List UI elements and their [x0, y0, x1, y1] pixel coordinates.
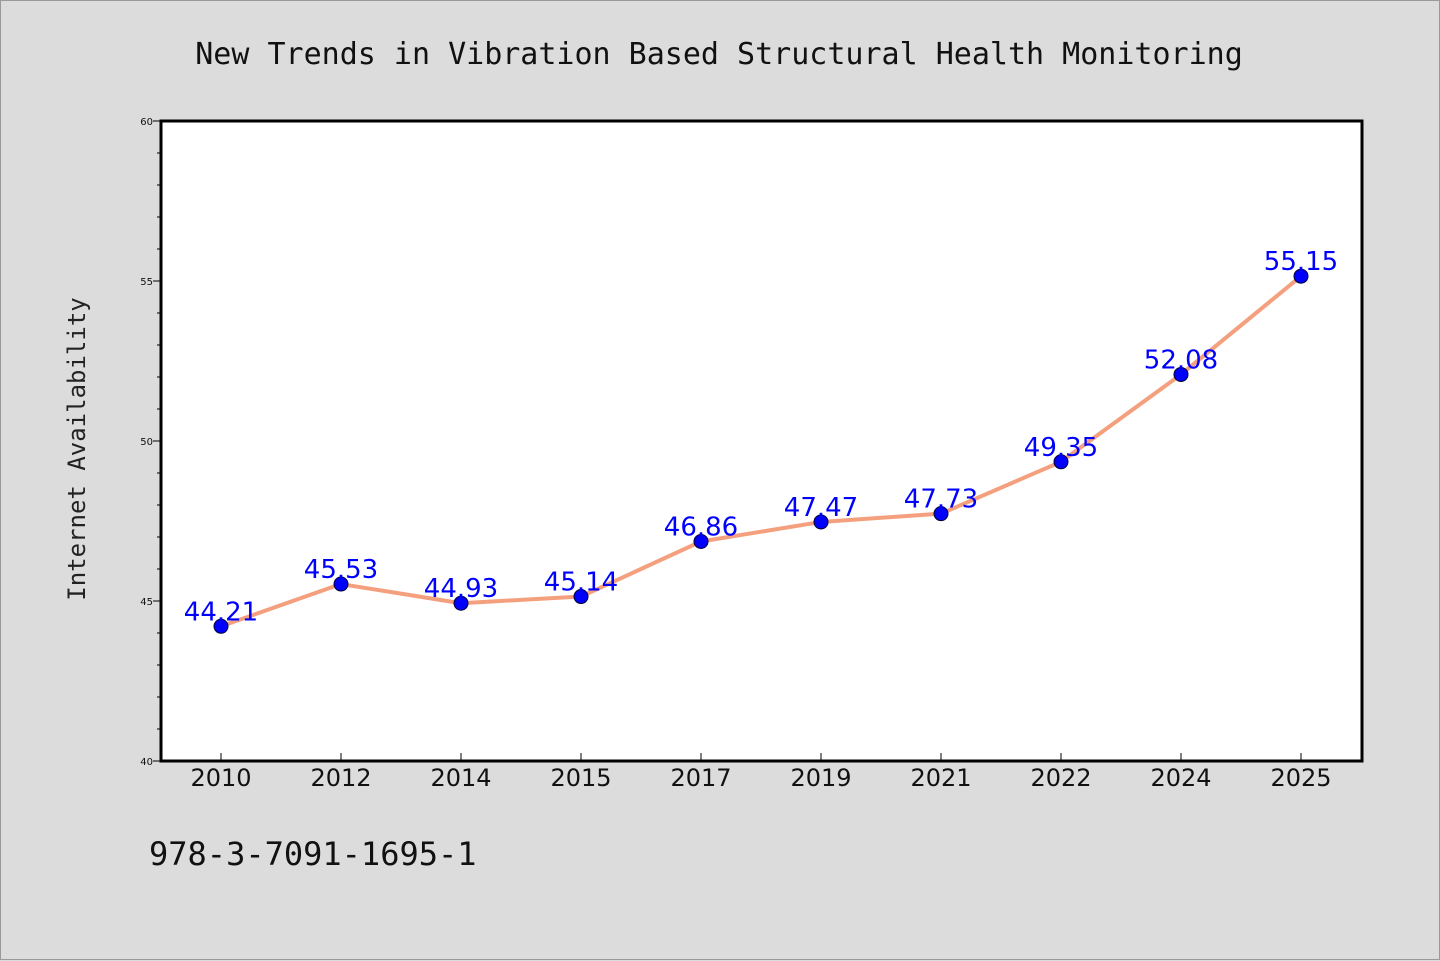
y-tick-label: 50 — [140, 437, 153, 448]
data-point — [573, 589, 589, 605]
data-point — [1053, 454, 1069, 470]
x-tick-label: 2021 — [910, 764, 971, 792]
data-label: 44.93 — [424, 574, 498, 604]
x-tick-label: 2024 — [1150, 764, 1211, 792]
data-point — [693, 533, 709, 549]
data-point — [1293, 268, 1309, 284]
x-tick-label: 2017 — [670, 764, 731, 792]
plot-area — [159, 119, 1364, 763]
series-layer: 44.21 45.53 44.93 45.14 46.86 47.47 47.73 49.35… — [184, 247, 1338, 634]
x-tick-label: 2019 — [790, 764, 851, 792]
x-tick-label: 2010 — [190, 764, 251, 792]
data-label: 52.08 — [1144, 345, 1218, 375]
data-point — [813, 514, 829, 530]
data-label: 47.73 — [904, 485, 978, 515]
data-label: 55.15 — [1264, 247, 1338, 277]
x-tick-label: 2015 — [550, 764, 611, 792]
data-label: 47.47 — [784, 493, 858, 523]
x-tick-label: 2025 — [1270, 764, 1331, 792]
y-tick-label: 60 — [140, 117, 153, 128]
data-point — [453, 595, 469, 611]
data-point — [333, 576, 349, 592]
data-point — [1173, 366, 1189, 382]
series-line — [219, 274, 1303, 629]
y-axis: 40 45 50 55 60 — [140, 117, 161, 768]
x-tick-label: 2012 — [310, 764, 371, 792]
y-tick-label: 40 — [140, 757, 153, 768]
data-label: 44.21 — [184, 597, 258, 627]
data-point — [213, 618, 229, 634]
data-point — [933, 506, 949, 522]
isbn-label: 978-3-7091-1695-1 — [149, 835, 477, 873]
x-tick-label: 2022 — [1030, 764, 1091, 792]
data-label: 49.35 — [1024, 433, 1098, 463]
data-label: 46.86 — [664, 512, 738, 542]
y-tick-label: 45 — [140, 597, 153, 608]
y-axis-label: Internet Availability — [63, 297, 91, 600]
data-label: 45.53 — [304, 555, 378, 585]
data-label: 45.14 — [544, 568, 618, 598]
chart-title: New Trends in Vibration Based Structural… — [195, 37, 1243, 72]
x-tick-label: 2014 — [430, 764, 491, 792]
y-tick-label: 55 — [140, 277, 153, 288]
x-axis: 2010 2012 2014 2015 2017 2019 2021 2022 2024 2025 — [190, 753, 1332, 792]
